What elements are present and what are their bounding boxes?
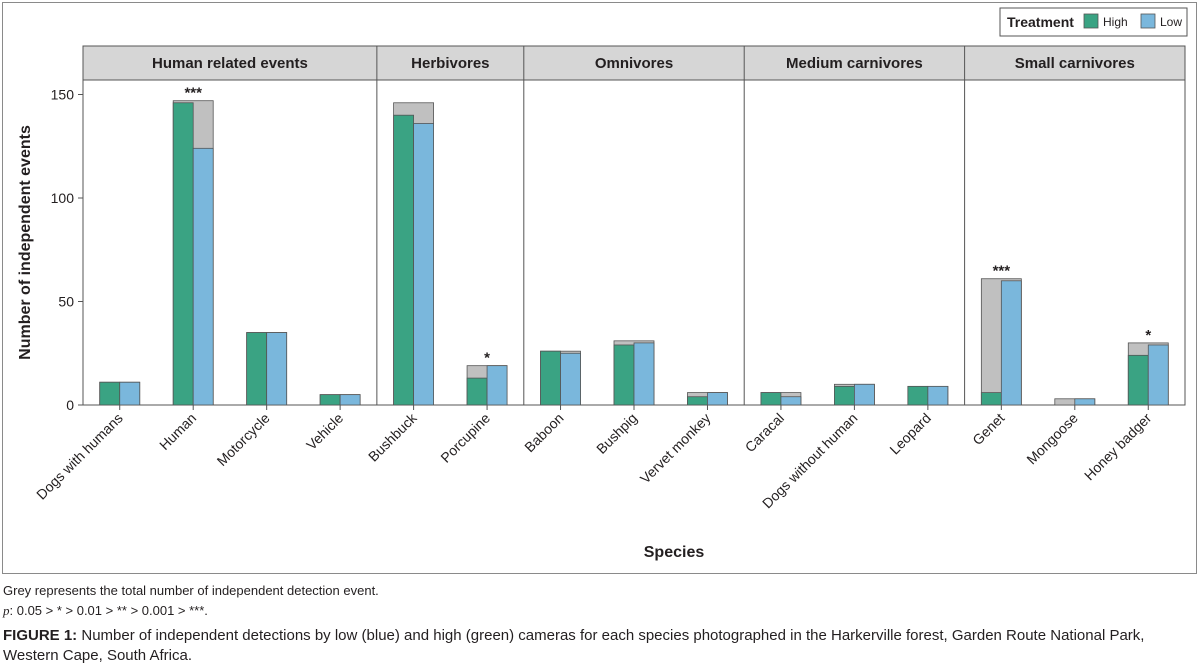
caption-label: FIGURE 1: [3,627,78,644]
caption-text: Number of independent detections by low … [3,627,1145,664]
y-tick-label: 0 [66,397,74,413]
bar-low [1074,398,1096,406]
x-tick-label: Human [156,410,199,453]
bar-high [99,381,121,406]
footnote-grey: Grey represents the total number of inde… [3,583,379,598]
bar-high [1127,354,1149,406]
p-threshold-text: : 0.05 > * > 0.01 > ** > 0.001 > ***. [9,603,208,618]
facet-label: Small carnivores [1015,55,1135,72]
bar-low [633,342,655,406]
y-tick-label: 100 [51,190,75,206]
x-tick-label: Motorcycle [214,410,273,469]
footnote-significance: p: 0.05 > * > 0.01 > ** > 0.001 > ***. [3,603,208,619]
significance-marker: *** [993,263,1011,280]
bar-low [119,381,141,406]
figure-caption: FIGURE 1: Number of independent detectio… [3,626,1198,666]
x-tick-label: Vehicle [303,410,346,453]
facet-label: Omnivores [595,55,673,72]
bar-low [780,396,802,406]
bar-high [246,332,268,406]
significance-marker: * [484,350,490,367]
bar-low [1000,280,1022,406]
bar-high [613,344,635,406]
x-axis-label: Species [644,544,705,561]
significance-marker: *** [184,85,202,102]
bar-high [319,394,341,406]
x-tick-label: Baboon [521,410,566,455]
y-axis-label: Number of independent events [17,125,34,360]
legend-label-high: High [1103,15,1128,29]
facet-label: Herbivores [411,55,489,72]
x-tick-label: Dogs with humans [33,410,126,503]
bar-high [393,114,415,406]
y-tick-label: 150 [51,86,75,102]
bar-low [486,365,508,406]
bar-low [1147,344,1169,406]
p-symbol: p [3,603,10,618]
bar-low [927,385,949,406]
bar-low [266,332,288,406]
legend-label-low: Low [1160,15,1182,29]
bar-high [834,385,855,406]
bar-low [339,394,361,406]
bar-high [466,377,488,406]
x-tick-label: Porcupine [437,410,493,466]
x-tick-label: Vervet monkey [637,410,714,487]
bar-high [172,102,194,406]
x-tick-label: Leopard [886,410,934,458]
legend-title: Treatment [1007,14,1074,30]
legend-swatch-low [1140,13,1156,29]
bar-high [687,396,708,406]
bar-low [854,383,875,406]
bar-low [413,123,435,406]
bar-high [540,350,561,406]
bar-low [707,392,728,406]
bar-high [907,385,929,406]
facet-label: Medium carnivores [786,55,923,72]
bar-high [980,392,1002,406]
y-tick-label: 50 [58,293,74,309]
bar-high [760,392,782,406]
significance-marker: * [1145,327,1151,344]
legend-swatch-high [1083,13,1099,29]
x-tick-label: Caracal [742,410,787,455]
x-tick-label: Genet [969,410,1007,448]
bar-low [192,147,214,406]
facet-label: Human related events [152,55,308,72]
x-tick-label: Honey badger [1081,410,1155,484]
x-tick-label: Mongoose [1023,410,1081,468]
chart: Human related events Herbivores Omnivores M… [17,7,1188,561]
x-tick-label: Bushpig [593,410,640,457]
bar-low [560,352,581,406]
x-tick-label: Bushbuck [365,409,420,464]
chart-frame [2,2,1197,574]
